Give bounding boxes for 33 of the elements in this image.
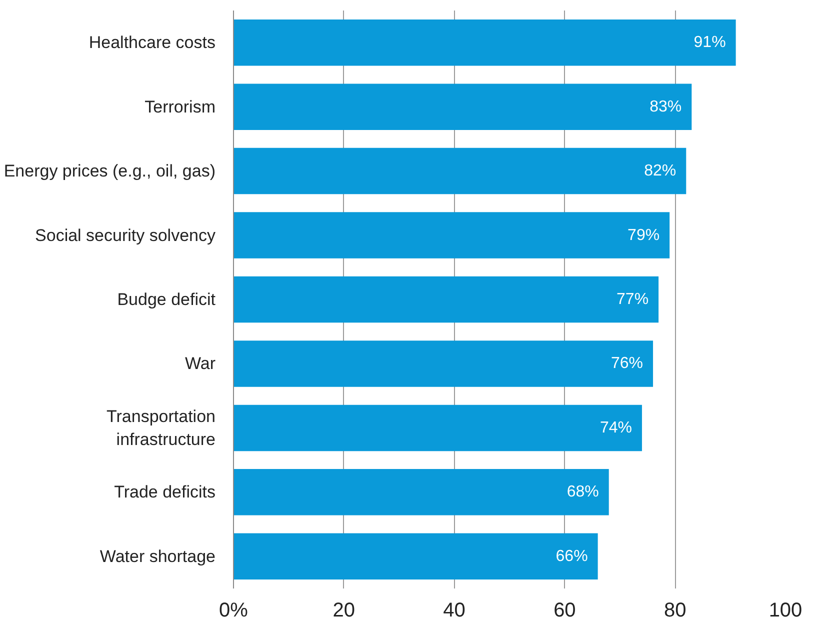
bar [234,19,736,66]
data-label: 74% [600,419,632,436]
data-label: 91% [694,34,726,52]
y-tick-label: War [184,354,216,374]
x-tick-label: 40 [443,600,466,622]
bar [234,404,642,452]
data-label: 77% [616,291,649,308]
x-tick-label: 0% [219,600,248,622]
bar [234,469,609,516]
x-tick-label: 80 [664,600,686,622]
bar [234,340,654,387]
y-tick-label: Energy prices (e.g., oil, gas) [4,162,216,181]
y-tick-label: Water shortage [100,546,216,566]
data-label: 82% [644,162,676,180]
y-tick-label: Budge deficit [117,290,216,309]
y-tick-label: Trade deficits [114,482,216,502]
data-label: 76% [610,355,644,372]
x-tick-label: 100 [768,600,802,622]
bar [234,276,659,323]
bar [234,84,692,130]
bar [234,533,598,580]
y-tick-label: Healthcare costs [88,33,216,52]
x-tick-label: 20 [332,600,356,622]
data-label: 68% [566,484,599,501]
data-label: 83% [650,98,682,116]
x-tick-label: 60 [554,600,576,622]
data-label: 79% [628,226,660,244]
bar [234,148,686,194]
y-tick-label: Transportation infrastructure [106,407,216,449]
bar [234,212,670,258]
y-tick-label: Social security solvency [35,226,216,245]
data-label: 66% [556,548,588,565]
y-tick-label: Terrorism [144,97,216,116]
